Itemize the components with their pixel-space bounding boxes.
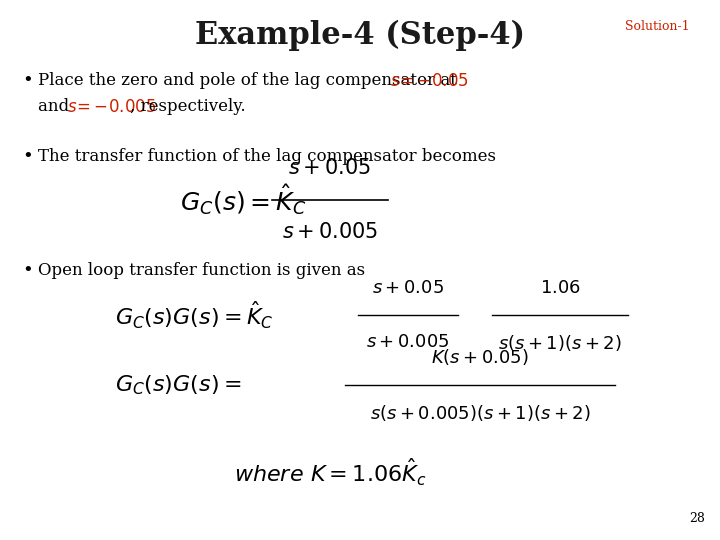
Text: 28: 28 bbox=[689, 512, 705, 525]
Text: •: • bbox=[22, 72, 32, 90]
Text: Example-4 (Step-4): Example-4 (Step-4) bbox=[195, 20, 525, 51]
Text: , respectively.: , respectively. bbox=[130, 98, 246, 115]
Text: $1.06$: $1.06$ bbox=[539, 279, 580, 297]
Text: $s+0.05$: $s+0.05$ bbox=[289, 158, 372, 178]
Text: $s\!=\!-\!0.005$: $s\!=\!-\!0.005$ bbox=[67, 98, 156, 116]
Text: $s\!=\!-\!0.05$: $s\!=\!-\!0.05$ bbox=[390, 72, 469, 90]
Text: $s+0.05$: $s+0.05$ bbox=[372, 279, 444, 297]
Text: Place the zero and pole of the lag compensator at: Place the zero and pole of the lag compe… bbox=[38, 72, 462, 89]
Text: •: • bbox=[22, 262, 32, 280]
Text: $K(s+0.05)$: $K(s+0.05)$ bbox=[431, 347, 529, 367]
Text: $\mathit{where}\ \mathit{K} = 1.06\hat{K}_c$: $\mathit{where}\ \mathit{K} = 1.06\hat{K… bbox=[234, 456, 426, 488]
Text: Solution-1: Solution-1 bbox=[626, 20, 690, 33]
Text: •: • bbox=[22, 148, 32, 166]
Text: $G_C(s)=\hat{K}_C$: $G_C(s)=\hat{K}_C$ bbox=[180, 183, 306, 218]
Text: $G_C(s)G(s)=$: $G_C(s)G(s)=$ bbox=[115, 373, 241, 397]
Text: $s(s+0.005)(s+1)(s+2)$: $s(s+0.005)(s+1)(s+2)$ bbox=[369, 403, 590, 423]
Text: The transfer function of the lag compensator becomes: The transfer function of the lag compens… bbox=[38, 148, 496, 165]
Text: and: and bbox=[38, 98, 74, 115]
Text: $G_C(s)G(s)=\hat{K}_C$: $G_C(s)G(s)=\hat{K}_C$ bbox=[115, 299, 274, 330]
Text: Open loop transfer function is given as: Open loop transfer function is given as bbox=[38, 262, 365, 279]
Text: $s+0.005$: $s+0.005$ bbox=[282, 222, 378, 242]
Text: $s+0.005$: $s+0.005$ bbox=[366, 333, 450, 351]
Text: $s(s+1)(s+2)$: $s(s+1)(s+2)$ bbox=[498, 333, 622, 353]
